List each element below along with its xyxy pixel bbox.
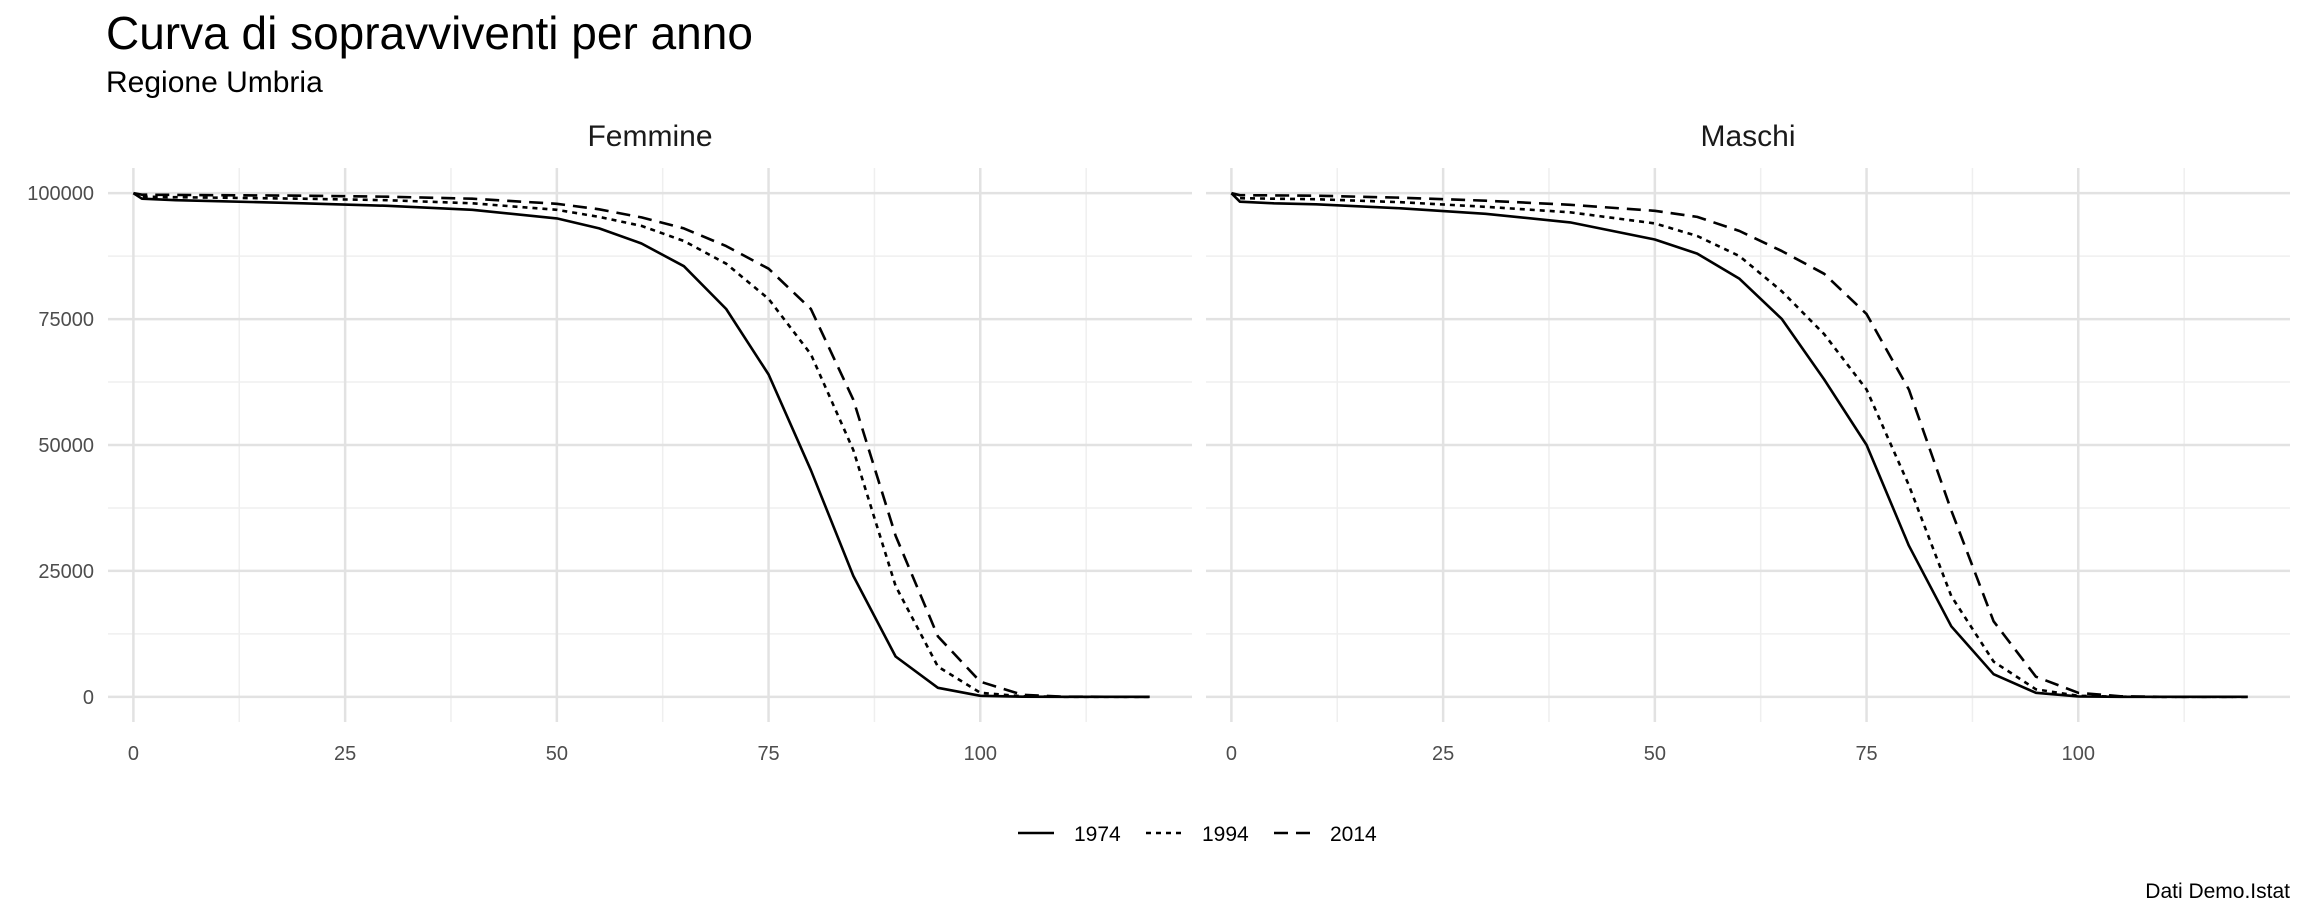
- y-tick-label: 100000: [27, 183, 94, 205]
- x-tick-label: 50: [1644, 743, 1666, 765]
- y-tick-label: 75000: [38, 309, 94, 331]
- x-tick-label: 75: [757, 743, 779, 765]
- series-line-1974: [132, 192, 1150, 699]
- facet-label: Femmine: [587, 120, 712, 153]
- legend-label: 1974: [1074, 823, 1121, 846]
- x-tick-label: 100: [964, 743, 997, 765]
- y-tick-label: 0: [83, 687, 94, 709]
- panel-maschi: Maschi 0 25 50 75 100: [1206, 120, 2290, 765]
- y-tick-label: 25000: [38, 561, 94, 583]
- legend-label: 2014: [1330, 823, 1377, 846]
- facet-label: Maschi: [1700, 120, 1795, 153]
- x-tick-label: 25: [1432, 743, 1454, 765]
- x-tick-label: 50: [546, 743, 568, 765]
- panel-femmine: Femmine 0 25 50 75 100 0 25000 50000 75000 100000: [27, 120, 1192, 765]
- series-line-2014: [1231, 191, 2248, 699]
- legend: 1974 1994 2014: [1018, 823, 1377, 846]
- x-tick-label: 100: [2062, 743, 2095, 765]
- series-line-1994: [132, 191, 1150, 699]
- legend-label: 1994: [1202, 823, 1249, 846]
- series-line-1974: [1230, 192, 2248, 699]
- x-tick-label: 0: [128, 743, 139, 765]
- chart-subtitle: Regione Umbria: [106, 66, 323, 99]
- x-tick-label: 25: [334, 743, 356, 765]
- series-line-2014: [133, 191, 1150, 699]
- series-line-1994: [1230, 192, 2248, 699]
- y-tick-label: 50000: [38, 435, 94, 457]
- chart-title: Curva di sopravviventi per anno: [106, 7, 753, 59]
- chart-caption: Dati Demo.Istat: [2145, 880, 2290, 903]
- x-tick-label: 75: [1855, 743, 1877, 765]
- x-tick-label: 0: [1226, 743, 1237, 765]
